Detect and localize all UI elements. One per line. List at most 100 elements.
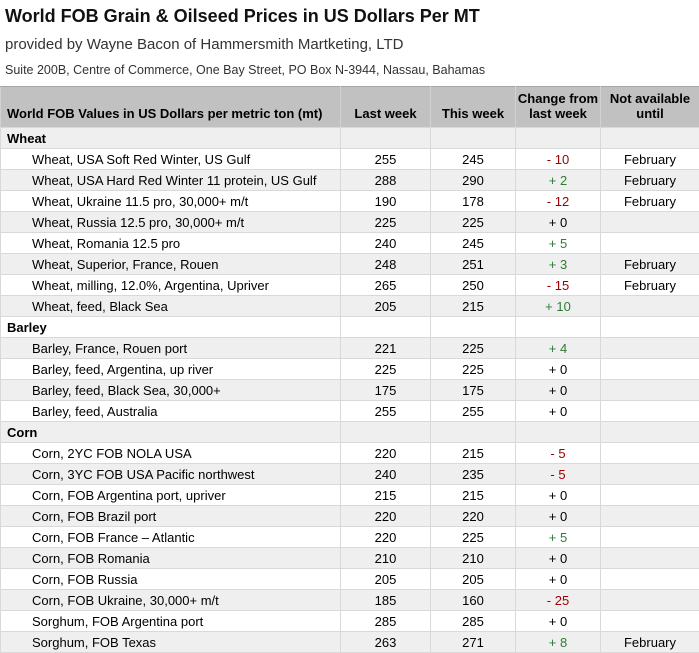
change-value: - 5	[516, 464, 601, 485]
commodity-label: Corn, FOB Ukraine, 30,000+ m/t	[1, 590, 341, 611]
last-week-value: 288	[341, 170, 431, 191]
column-header-this-week: This week	[431, 87, 516, 128]
commodity-label: Barley, feed, Australia	[1, 401, 341, 422]
empty-cell	[431, 128, 516, 149]
page-title: World FOB Grain & Oilseed Prices in US D…	[5, 6, 699, 27]
change-value: + 0	[516, 359, 601, 380]
this-week-value: 220	[431, 506, 516, 527]
commodity-label: Wheat, Romania 12.5 pro	[1, 233, 341, 254]
commodity-label: Barley, feed, Black Sea, 30,000+	[1, 380, 341, 401]
change-value: - 25	[516, 590, 601, 611]
last-week-value: 285	[341, 611, 431, 632]
this-week-value: 225	[431, 527, 516, 548]
this-week-value: 290	[431, 170, 516, 191]
not-available-value	[601, 485, 699, 506]
last-week-value: 255	[341, 401, 431, 422]
empty-cell	[341, 422, 431, 443]
address-line: Suite 200B, Centre of Commerce, One Bay …	[5, 63, 699, 77]
not-available-value	[601, 359, 699, 380]
empty-cell	[341, 128, 431, 149]
column-header-last-week: Last week	[341, 87, 431, 128]
last-week-value: 263	[341, 632, 431, 653]
section-label: Wheat	[1, 128, 341, 149]
column-header-values: World FOB Values in US Dollars per metri…	[1, 87, 341, 128]
last-week-value: 190	[341, 191, 431, 212]
change-value: + 3	[516, 254, 601, 275]
empty-cell	[516, 422, 601, 443]
this-week-value: 225	[431, 338, 516, 359]
last-week-value: 240	[341, 464, 431, 485]
not-available-value	[601, 464, 699, 485]
empty-cell	[431, 317, 516, 338]
change-value: + 0	[516, 611, 601, 632]
change-value: + 0	[516, 548, 601, 569]
last-week-value: 220	[341, 527, 431, 548]
commodity-label: Corn, FOB France – Atlantic	[1, 527, 341, 548]
commodity-label: Wheat, Superior, France, Rouen	[1, 254, 341, 275]
table-row: Wheat, milling, 12.0%, Argentina, Uprive…	[1, 275, 699, 296]
not-available-value	[601, 443, 699, 464]
last-week-value: 185	[341, 590, 431, 611]
not-available-value	[601, 233, 699, 254]
this-week-value: 210	[431, 548, 516, 569]
change-value: + 2	[516, 170, 601, 191]
this-week-value: 215	[431, 443, 516, 464]
this-week-value: 205	[431, 569, 516, 590]
last-week-value: 215	[341, 485, 431, 506]
last-week-value: 175	[341, 380, 431, 401]
column-header-change: Change from last week	[516, 87, 601, 128]
commodity-label: Corn, 2YC FOB NOLA USA	[1, 443, 341, 464]
change-value: + 0	[516, 485, 601, 506]
commodity-label: Wheat, milling, 12.0%, Argentina, Uprive…	[1, 275, 341, 296]
not-available-value	[601, 380, 699, 401]
this-week-value: 175	[431, 380, 516, 401]
last-week-value: 221	[341, 338, 431, 359]
not-available-value: February	[601, 170, 699, 191]
change-value: + 10	[516, 296, 601, 317]
last-week-value: 210	[341, 548, 431, 569]
not-available-value	[601, 611, 699, 632]
this-week-value: 225	[431, 212, 516, 233]
not-available-value: February	[601, 149, 699, 170]
change-value: + 0	[516, 401, 601, 422]
empty-cell	[601, 317, 699, 338]
not-available-value	[601, 506, 699, 527]
commodity-label: Corn, FOB Argentina port, upriver	[1, 485, 341, 506]
last-week-value: 225	[341, 212, 431, 233]
price-table: World FOB Values in US Dollars per metri…	[0, 86, 699, 653]
commodity-label: Corn, FOB Romania	[1, 548, 341, 569]
change-value: + 8	[516, 632, 601, 653]
not-available-value: February	[601, 275, 699, 296]
commodity-label: Wheat, USA Hard Red Winter 11 protein, U…	[1, 170, 341, 191]
change-value: - 10	[516, 149, 601, 170]
change-value: + 0	[516, 569, 601, 590]
this-week-value: 235	[431, 464, 516, 485]
not-available-value	[601, 212, 699, 233]
commodity-label: Wheat, feed, Black Sea	[1, 296, 341, 317]
section-row: Wheat	[1, 128, 699, 149]
this-week-value: 245	[431, 149, 516, 170]
not-available-value	[601, 401, 699, 422]
change-value: + 0	[516, 380, 601, 401]
change-value: - 15	[516, 275, 601, 296]
last-week-value: 205	[341, 569, 431, 590]
change-value: + 5	[516, 233, 601, 254]
page: World FOB Grain & Oilseed Prices in US D…	[0, 6, 699, 653]
last-week-value: 225	[341, 359, 431, 380]
this-week-value: 250	[431, 275, 516, 296]
not-available-value	[601, 527, 699, 548]
this-week-value: 225	[431, 359, 516, 380]
